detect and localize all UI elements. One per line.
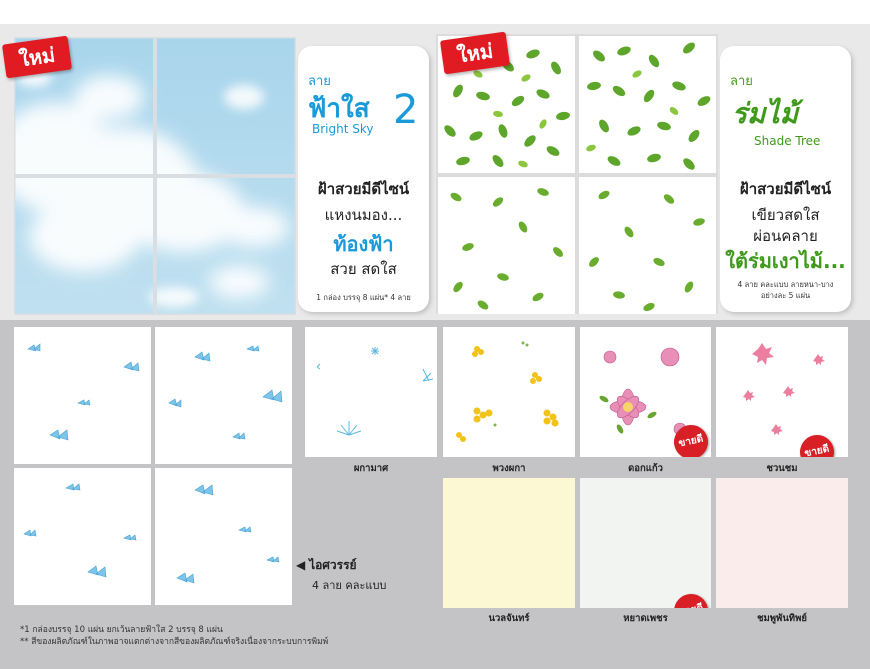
icy-tile-4[interactable] [155, 468, 292, 605]
tree-tile-sparse-1 [438, 177, 575, 314]
butterfly-icon [176, 484, 280, 584]
tagline-1: ฝ้าสวยมีดีไซน์ [739, 180, 832, 198]
tagline-2: เขียวสดใส [751, 206, 820, 224]
solid-tile-yatphet[interactable]: ขายดี [580, 478, 711, 608]
solid-tile-nuanchan[interactable] [443, 478, 575, 608]
pattern-tile-dokkaeo[interactable]: ขายดี [580, 327, 711, 457]
cloud-sky-graphic [14, 37, 296, 315]
pattern-label: ดอกแก้ว [628, 463, 663, 474]
butterfly-icon [168, 345, 283, 440]
brand-number: 2 [393, 87, 419, 133]
shade-tree-card: ลาย ร่มไม้ Shade Tree ฝ้าสวยมีดีไซน์ เขี… [720, 46, 851, 312]
flower-icon [456, 341, 559, 442]
flower-icon [743, 343, 825, 435]
tagline-4: สวย สดใส [330, 260, 397, 278]
icy-tile-2[interactable] [155, 327, 292, 464]
footnote-2: ** สีของผลิตภัณฑ์ในภาพอาจแตกต่างจากสีของ… [20, 637, 329, 647]
leaf-icon [586, 42, 711, 170]
solid-label: หยาดเพชร [623, 613, 668, 624]
best-seller-badge: ขายดี [670, 590, 711, 608]
icy-subtitle: 4 ลาย คละแบบ [312, 579, 387, 592]
tagline-highlight: ใต้ร่มเงาไม้... [725, 249, 846, 273]
flower-icon [599, 347, 687, 436]
tagline-3: ผ่อนคลาย [753, 227, 818, 245]
bright-sky-image[interactable] [14, 37, 296, 315]
icy-pattern-label: ◀ ไอศวรรย์ [296, 556, 357, 575]
icy-tile-3[interactable] [14, 468, 151, 605]
tagline-2: แหงนมอง... [324, 206, 403, 224]
leaf-icon [450, 188, 563, 310]
brand-name-th: ฟ้าใส [308, 94, 370, 124]
bright-sky-card: ลาย ฟ้าใส 2 Bright Sky ฝ้าสวยมีดีไซน์ แห… [298, 46, 429, 312]
brand-name-th: ร่มไม้ [732, 97, 799, 130]
tagline-1: ฝ้าสวยมีดีไซน์ [317, 180, 410, 198]
pattern-tile-chuanchom[interactable]: ขายดี [716, 327, 848, 457]
tagline-highlight: ท้องฟ้า [333, 232, 394, 256]
brand-name-en: Bright Sky [312, 122, 374, 136]
butterfly-icon [27, 343, 140, 441]
solid-label: ชมพูพันทิพย์ [757, 613, 807, 624]
pack-note: 1 กล่อง บรรจุ 8 แผ่น* 4 ลาย [316, 293, 411, 302]
pattern-label: ผกามาศ [353, 463, 389, 474]
icy-title: ไอศวรรย์ [309, 558, 357, 572]
pattern-label: พวงผกา [492, 463, 526, 474]
pack-note: 4 ลาย คละแบบ ลายหนา-บาง อย่างละ 5 แผ่น [737, 280, 834, 300]
shade-tree-image[interactable] [436, 34, 718, 314]
butterfly-icon [23, 483, 137, 578]
lai-label: ลาย [730, 74, 753, 89]
tree-tile-sparse-2 [579, 177, 716, 314]
arrow-left-icon: ◀ [296, 558, 306, 572]
brand-name-en: Shade Tree [754, 134, 821, 148]
dandelion-icon [316, 347, 434, 436]
icy-tile-1[interactable] [14, 327, 151, 464]
footnote-1: *1 กล่องบรรจุ 10 แผ่น ยกเว้นลายฟ้าใส 2 บ… [20, 625, 223, 635]
solid-tile-chomphu[interactable] [716, 478, 848, 608]
leaf-icon [589, 190, 705, 312]
solid-label: นวลจันทร์ [488, 613, 530, 624]
pattern-tile-phuangphaka[interactable] [443, 327, 575, 457]
lai-label: ลาย [308, 74, 331, 89]
tree-tile-dense-2 [579, 36, 716, 173]
pattern-label: ชวนชม [766, 463, 798, 474]
pattern-tile-phakamat[interactable] [305, 327, 437, 457]
